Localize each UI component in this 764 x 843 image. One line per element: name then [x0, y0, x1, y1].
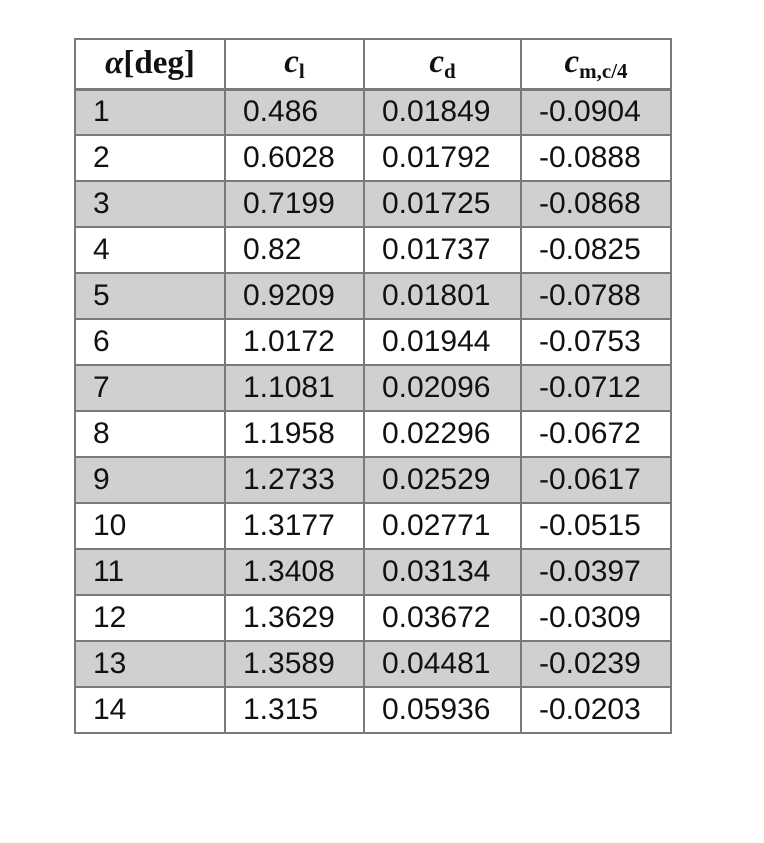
- table-cell: -0.0904: [520, 88, 672, 136]
- header-symbol: c: [564, 43, 580, 80]
- table-cell: -0.0515: [520, 502, 672, 550]
- table-cell: 1.3408: [224, 548, 365, 596]
- table-cell: 1.315: [224, 686, 365, 734]
- table-cell: 0.02296: [363, 410, 522, 458]
- header-row: α[deg] cl cd cm,c/4: [74, 38, 672, 91]
- table-cell: 0.01801: [363, 272, 522, 320]
- table-cell: -0.0868: [520, 180, 672, 228]
- table-cell: 0.486: [224, 88, 365, 136]
- table-cell: 4: [74, 226, 226, 274]
- table-cell: 1.2733: [224, 456, 365, 504]
- table-cell: 6: [74, 318, 226, 366]
- header-unit: [deg]: [123, 45, 195, 82]
- table-cell: 1.3589: [224, 640, 365, 688]
- table-row: 12 1.3629 0.03672 -0.0309: [74, 594, 672, 642]
- table-row: 5 0.9209 0.01801 -0.0788: [74, 272, 672, 320]
- table-row: 11 1.3408 0.03134 -0.0397: [74, 548, 672, 596]
- table-cell: 0.6028: [224, 134, 365, 182]
- table-cell: 1.3177: [224, 502, 365, 550]
- table-cell: -0.0239: [520, 640, 672, 688]
- table-cell: 0.05936: [363, 686, 522, 734]
- table-cell: -0.0788: [520, 272, 672, 320]
- table-cell: 0.01792: [363, 134, 522, 182]
- table-cell: -0.0753: [520, 318, 672, 366]
- table-cell: 0.7199: [224, 180, 365, 228]
- header-cell: α[deg]: [74, 38, 226, 91]
- table-row: 14 1.315 0.05936 -0.0203: [74, 686, 672, 734]
- table-cell: 0.04481: [363, 640, 522, 688]
- table-row: 3 0.7199 0.01725 -0.0868: [74, 180, 672, 228]
- table-row: 9 1.2733 0.02529 -0.0617: [74, 456, 672, 504]
- table-row: 1 0.486 0.01849 -0.0904: [74, 88, 672, 136]
- table-cell: -0.0203: [520, 686, 672, 734]
- table-cell: 1: [74, 88, 226, 136]
- table-cell: -0.0825: [520, 226, 672, 274]
- table-cell: 0.02771: [363, 502, 522, 550]
- header-cell: cm,c/4: [520, 38, 672, 91]
- table-cell: 13: [74, 640, 226, 688]
- table-cell: -0.0309: [520, 594, 672, 642]
- data-table: α[deg] cl cd cm,c/4 1 0.486 0.01849 -0.0904 2 0.…: [74, 38, 672, 734]
- header-subscript: l: [298, 58, 305, 83]
- table-cell: -0.0712: [520, 364, 672, 412]
- header-cell: cl: [224, 38, 365, 91]
- table-row: 8 1.1958 0.02296 -0.0672: [74, 410, 672, 458]
- table-row: 13 1.3589 0.04481 -0.0239: [74, 640, 672, 688]
- table-cell: 10: [74, 502, 226, 550]
- table-cell: 2: [74, 134, 226, 182]
- table-cell: 1.3629: [224, 594, 365, 642]
- header-cell: cd: [363, 38, 522, 91]
- table-cell: 5: [74, 272, 226, 320]
- table-cell: 0.82: [224, 226, 365, 274]
- table-cell: 0.9209: [224, 272, 365, 320]
- table-cell: -0.0672: [520, 410, 672, 458]
- table-cell: 0.01849: [363, 88, 522, 136]
- table-cell: 0.03672: [363, 594, 522, 642]
- table-row: 7 1.1081 0.02096 -0.0712: [74, 364, 672, 412]
- table-cell: -0.0888: [520, 134, 672, 182]
- table-cell: 9: [74, 456, 226, 504]
- table-row: 4 0.82 0.01737 -0.0825: [74, 226, 672, 274]
- table-cell: 11: [74, 548, 226, 596]
- table-cell: -0.0397: [520, 548, 672, 596]
- table-cell: 12: [74, 594, 226, 642]
- table-row: 2 0.6028 0.01792 -0.0888: [74, 134, 672, 182]
- table-cell: 1.1958: [224, 410, 365, 458]
- table-cell: 1.1081: [224, 364, 365, 412]
- header-symbol: c: [429, 43, 444, 80]
- table-row: 10 1.3177 0.02771 -0.0515: [74, 502, 672, 550]
- table-cell: 7: [74, 364, 226, 412]
- table-row: 6 1.0172 0.01944 -0.0753: [74, 318, 672, 366]
- table-cell: 0.01737: [363, 226, 522, 274]
- table-cell: 3: [74, 180, 226, 228]
- table-cell: 0.02096: [363, 364, 522, 412]
- header-symbol: α: [105, 45, 124, 82]
- table-cell: 8: [74, 410, 226, 458]
- table-cell: 0.02529: [363, 456, 522, 504]
- header-subscript: m,c/4: [579, 58, 628, 83]
- table-cell: 0.01725: [363, 180, 522, 228]
- header-symbol: c: [284, 43, 299, 80]
- table-cell: 1.0172: [224, 318, 365, 366]
- table-cell: 14: [74, 686, 226, 734]
- table-cell: 0.01944: [363, 318, 522, 366]
- table-cell: 0.03134: [363, 548, 522, 596]
- header-subscript: d: [443, 58, 456, 83]
- table-cell: -0.0617: [520, 456, 672, 504]
